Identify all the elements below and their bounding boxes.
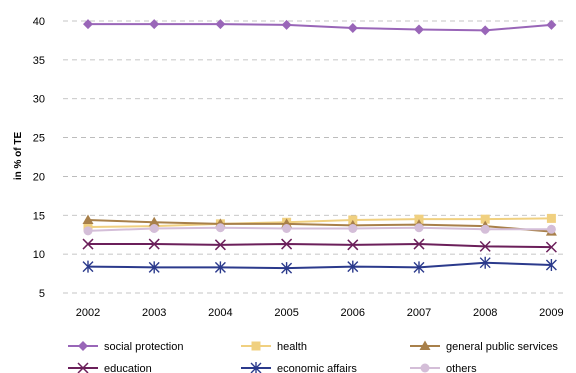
data-point [250,362,262,373]
legend-label: health [277,341,307,353]
data-point [77,362,89,373]
data-point [149,19,160,30]
x-tick-label: 2003 [142,307,166,319]
legend-item: others [410,363,477,373]
data-point [414,24,424,35]
data-point [78,341,88,351]
legend-label: economic affairs [277,363,357,373]
data-point [214,261,226,274]
data-point [281,19,292,30]
grid-lines [63,20,566,294]
data-point [546,224,556,234]
data-point [546,19,557,30]
data-point [215,223,225,233]
series-line [87,226,552,232]
data-point [82,260,94,273]
series-line [87,218,552,233]
x-tick-label: 2006 [341,307,365,319]
data-point [83,19,93,30]
legend-item: education [68,362,152,373]
y-tick-label: 5 [39,288,45,300]
legend-item: general public services [410,340,558,353]
y-tick-label: 20 [33,171,45,183]
x-tick-label: 2007 [407,307,431,319]
data-point [83,226,93,236]
data-point [82,214,94,224]
legend-label: others [446,363,477,373]
data-point [281,238,293,250]
legend-label: social protection [104,341,184,353]
x-tick-labels: 2002 2003 2004 2005 2006 2007 2008 2009 [76,307,564,319]
data-point [413,261,425,274]
data-point [149,223,159,233]
series-line [88,243,552,249]
y-tick-label: 25 [33,133,45,145]
y-tick-label: 30 [33,94,45,106]
data-point [546,213,556,223]
data-point [479,256,491,269]
legend-item: social protection [68,341,184,353]
data-point [480,224,490,234]
data-point [347,239,359,251]
data-point [282,223,292,233]
data-point [420,363,430,373]
data-point [347,22,358,33]
data-point [148,261,160,274]
x-tick-label: 2004 [208,307,232,319]
data-point [82,238,94,250]
data-point [545,259,557,272]
y-tick-label: 40 [33,16,45,28]
x-tick-label: 2005 [274,307,298,319]
legend-item: economic affairs [241,362,357,373]
y-axis-label: in % of TE [13,132,24,181]
data-point [348,223,358,233]
series-education [82,238,557,253]
y-tick-label: 10 [33,249,45,261]
legend: social protection health general public se… [68,340,558,373]
y-tick-label: 35 [33,55,45,67]
data-point [347,260,359,273]
data-point [479,240,491,252]
data-point [414,223,424,233]
x-tick-label: 2009 [539,307,563,319]
data-point [214,239,226,251]
series-others [83,223,556,236]
legend-label: education [104,363,152,373]
data-point [419,340,431,350]
series-line [87,261,552,270]
data-point [215,19,226,30]
x-tick-label: 2002 [76,307,100,319]
y-tick-labels: 5 10 15 20 25 30 35 40 [33,16,45,300]
data-point [148,238,160,250]
series-social-protection [83,19,557,36]
data-point [251,341,261,351]
data-point [281,262,293,275]
series-economic-affairs [82,256,557,275]
legend-item: health [241,341,307,353]
data-point [480,214,490,224]
data-point [480,25,491,36]
series-lines [82,19,557,275]
series-line [87,217,552,228]
data-point [545,241,557,253]
x-tick-label: 2008 [473,307,497,319]
legend-label: general public services [446,341,558,353]
series-line [88,23,552,32]
y-tick-label: 15 [33,210,45,222]
data-point [148,216,160,227]
data-point [413,238,425,250]
